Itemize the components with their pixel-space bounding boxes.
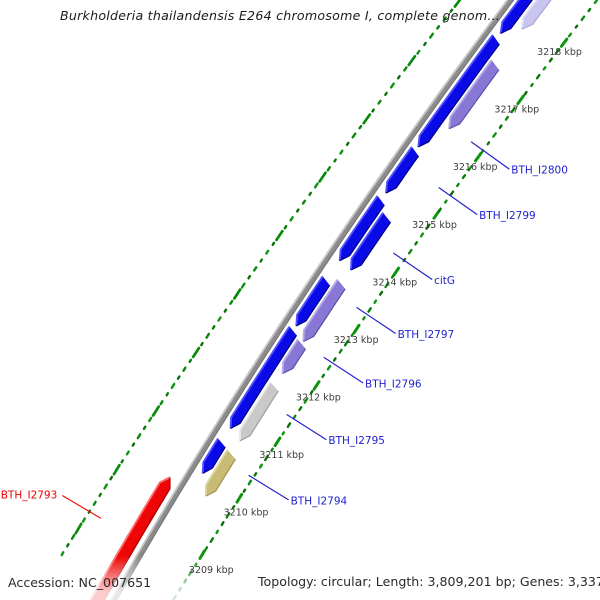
label-leader-BTH_I2794 (248, 474, 289, 501)
gene-arrow-citG[interactable] (349, 212, 392, 271)
tick-label-3213: 3213 kbp (334, 335, 379, 346)
gene-label-BTH_I2800[interactable]: BTH_I2800 (511, 165, 568, 177)
tick-label-3216: 3216 kbp (453, 162, 498, 173)
gene-label-citG[interactable]: citG (434, 275, 455, 287)
tick-label-3209: 3209 kbp (189, 565, 234, 576)
gene-arrow-g4[interactable] (338, 195, 385, 262)
genome-backbone (110, 0, 515, 600)
gene-labels: BTH_I2800 BTH_I2799 citG BTH_I2797 BTH_I2796… (1, 141, 568, 519)
tick-label-3210: 3210 kbp (224, 508, 269, 519)
gene-label-BTH_I2795[interactable]: BTH_I2795 (328, 435, 385, 447)
tick-label-3217: 3217 kbp (494, 105, 539, 116)
gene-arrow-BTH_I2797[interactable] (302, 278, 346, 343)
label-leader-BTH_I2797 (356, 306, 396, 334)
label-leader-BTH_I2799 (438, 187, 478, 215)
gene-label-BTH_I2793[interactable]: BTH_I2793 (1, 490, 58, 502)
gene-label-BTH_I2796[interactable]: BTH_I2796 (365, 378, 422, 390)
gene-arrow-g8[interactable] (520, 0, 595, 30)
gene-label-BTH_I2794[interactable]: BTH_I2794 (291, 495, 348, 507)
label-leader-BTH_I2796 (323, 356, 364, 384)
accession-label: Accession: NC_007651 (8, 575, 152, 590)
green-tick-dash-arcs (60, 0, 598, 600)
label-leader-citG (392, 252, 433, 280)
label-leader-BTH_I2795 (286, 413, 327, 441)
tick-label-3211: 3211 kbp (259, 450, 304, 461)
gene-arrow-BTH_I2800[interactable] (417, 34, 500, 148)
gene-label-BTH_I2799[interactable]: BTH_I2799 (479, 210, 536, 222)
label-leader-BTH_I2793 (61, 494, 102, 519)
page-title: Burkholderia thailandensis E264 chromoso… (60, 8, 501, 23)
gene-arrow-g1[interactable] (499, 0, 583, 34)
gene-arrow-BTH_I2799[interactable] (385, 146, 420, 194)
tick-label-3214: 3214 kbp (372, 277, 417, 288)
gene-label-BTH_I2797[interactable]: BTH_I2797 (398, 329, 455, 341)
gene-arrow-BTH_I2795[interactable] (238, 381, 279, 442)
label-leader-BTH_I2800 (470, 141, 510, 170)
tick-label-3218: 3218 kbp (537, 47, 582, 58)
bottom-fade (0, 556, 600, 600)
gene-arrow-g9[interactable] (448, 59, 500, 130)
gene-arrow-g5[interactable] (295, 275, 331, 327)
tick-label-3212: 3212 kbp (296, 393, 341, 404)
gene-arrow-BTH_I2796[interactable] (281, 338, 307, 375)
gene-arrows (89, 0, 595, 600)
gene-arrow-g6[interactable] (229, 325, 298, 430)
tick-label-3215: 3215 kbp (412, 220, 457, 231)
ruler-tick-labels: 3209 kbp 3210 kbp 3211 kbp 3212 kbp 3213 kbp… (189, 47, 582, 576)
gene-arrow-BTH_I2794[interactable] (204, 449, 237, 497)
gene-arrow-g7[interactable] (201, 437, 226, 474)
topology-summary-label: Topology: circular; Length: 3,809,201 bp… (258, 574, 600, 589)
